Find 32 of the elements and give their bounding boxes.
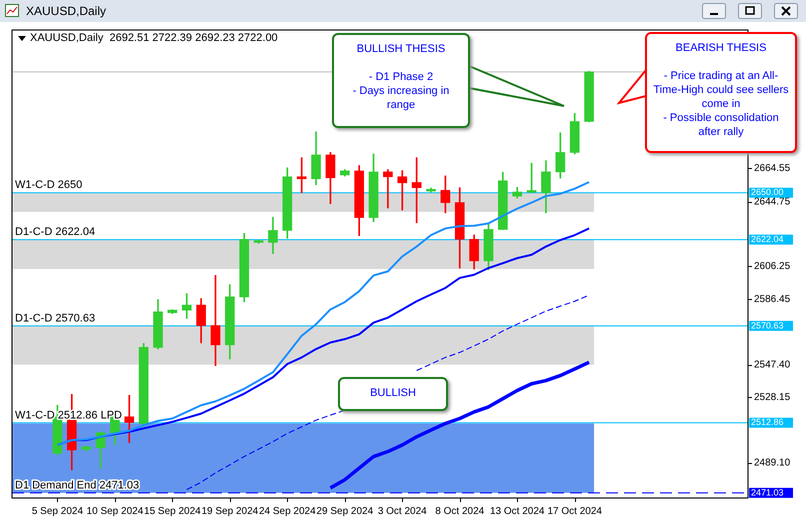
x-tick-label: 17 Oct 2024 bbox=[547, 506, 602, 517]
callout-box: BULLISH THESIS - D1 Phase 2 - Days increasing in range bbox=[332, 33, 470, 128]
text: 2570.63 bbox=[751, 320, 784, 330]
y-tick-label: 2489.10 bbox=[754, 457, 791, 468]
ref-line-label: D1-C-D 2570.63 bbox=[15, 312, 96, 324]
y-tick-label: 2664.55 bbox=[754, 163, 791, 174]
x-tick-label: 13 Oct 2024 bbox=[490, 506, 545, 517]
x-tick-label: 8 Oct 2024 bbox=[435, 506, 485, 517]
y-tick-label: 2586.45 bbox=[754, 294, 791, 306]
candlestick bbox=[210, 275, 220, 366]
x-tick-label: 29 Sep 2024 bbox=[316, 506, 374, 517]
text: 2650.00 bbox=[751, 187, 784, 198]
y-tick-label: 2547.40 bbox=[754, 360, 791, 371]
y-tick-label: 2528.15 bbox=[754, 392, 791, 403]
y-tick-label: 2606.25 bbox=[754, 260, 791, 272]
text: 2471.03 bbox=[751, 487, 784, 498]
y-tick-label: 2644.75 bbox=[754, 196, 791, 208]
text: 2512.86 bbox=[751, 417, 784, 428]
x-tick-label: 24 Sep 2024 bbox=[258, 506, 316, 517]
ref-line-label: D1-C-D 2622.04 bbox=[15, 226, 96, 238]
ref-line-label: W1-C-D 2650 bbox=[15, 179, 82, 192]
x-tick-label: 3 Oct 2024 bbox=[378, 506, 428, 517]
ref-line-label: D1 Demand End 2471.03 bbox=[15, 479, 140, 492]
x-tick-label: 10 Sep 2024 bbox=[86, 506, 144, 517]
callout-box: BEARISH THESIS - Price trading at an All-Time-High could see sellers come in - Possible consolidation after rally bbox=[645, 32, 797, 153]
text: 2622.04 bbox=[751, 234, 784, 244]
x-tick-label: 15 Sep 2024 bbox=[144, 506, 202, 517]
callout-box: BULLISH bbox=[338, 377, 448, 411]
chart-subtitle: XAUUSD,Daily 2692.51 2722.39 2692.23 2722.00 bbox=[29, 32, 278, 44]
x-tick-label: 19 Sep 2024 bbox=[201, 506, 259, 517]
x-tick-label: 5 Sep 2024 bbox=[32, 506, 84, 517]
chart-title: XAUUSD,Daily bbox=[26, 4, 106, 18]
